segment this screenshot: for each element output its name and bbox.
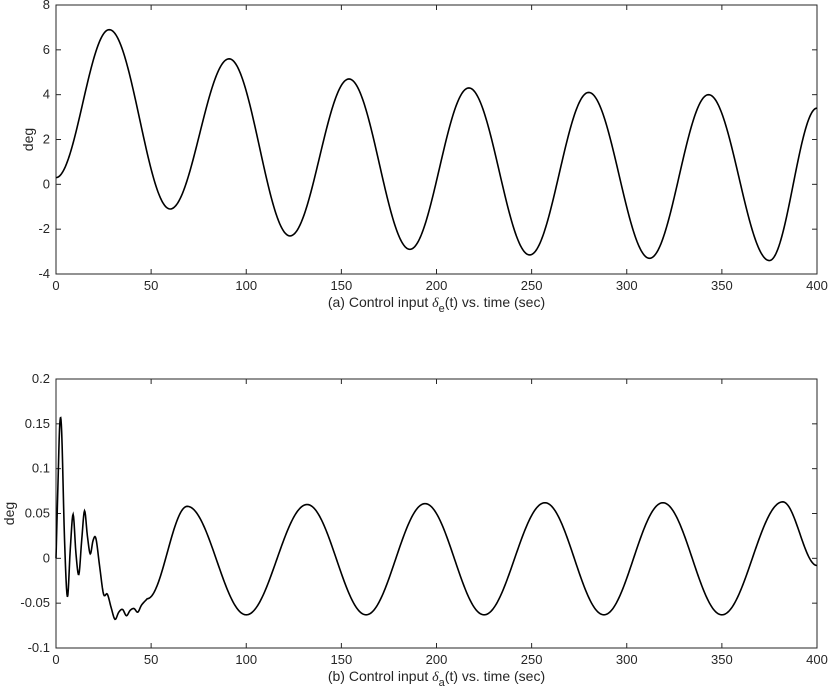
panel-a-ylabel: deg (20, 128, 36, 151)
y-tick-label: 0.15 (25, 416, 50, 431)
panel-b-caption-symbol: δ (432, 670, 439, 685)
panel-b-caption: (b) Control input δa(t) vs. time (sec) (328, 668, 545, 689)
x-tick-label: 350 (711, 278, 733, 293)
x-tick-label: 0 (52, 652, 59, 667)
y-tick-label: 0 (43, 176, 50, 191)
x-tick-label: 0 (52, 278, 59, 293)
panel-a: 0 50 100 150 200 250 300 350 400 -4 -2 0 2 4 6 8 deg (a… (20, 0, 828, 315)
panel-b: 0 50 100 150 200 250 300 350 400 -0.1 -0.05 0 0.05 0.… (1, 371, 828, 689)
panel-a-caption-prefix: (a) Control input (328, 294, 432, 310)
y-tick-label: 6 (43, 42, 50, 57)
y-tick-label: 2 (43, 132, 50, 147)
panel-a-ticks: 0 50 100 150 200 250 300 350 400 -4 -2 0 2 4 6 8 (38, 0, 827, 293)
panel-b-series-line (55, 416, 818, 621)
panel-b-caption-prefix: (b) Control input (328, 668, 432, 684)
y-tick-label: 4 (43, 87, 50, 102)
y-tick-label: -2 (38, 221, 50, 236)
x-tick-label: 50 (144, 278, 158, 293)
x-tick-label: 400 (806, 652, 828, 667)
x-tick-label: 250 (521, 278, 543, 293)
panel-b-ylabel: deg (1, 502, 17, 525)
y-tick-label: 0 (43, 550, 50, 565)
panel-b-ticks: 0 50 100 150 200 250 300 350 400 -0.1 -0.05 0 0.05 0.… (20, 371, 827, 667)
panel-a-series-line (55, 28, 818, 262)
x-tick-label: 50 (144, 652, 158, 667)
y-tick-label: 0.05 (25, 506, 50, 521)
x-tick-label: 400 (806, 278, 828, 293)
x-tick-label: 200 (426, 278, 448, 293)
panel-b-caption-suffix: (t) vs. time (sec) (445, 668, 545, 684)
y-tick-label: 0.1 (32, 461, 50, 476)
x-tick-label: 200 (426, 652, 448, 667)
x-tick-label: 300 (616, 278, 638, 293)
x-tick-label: 300 (616, 652, 638, 667)
y-tick-label: 8 (43, 0, 50, 12)
y-tick-label: -4 (38, 266, 50, 281)
panel-a-caption-symbol: δ (432, 296, 439, 311)
y-tick-label: -0.1 (28, 640, 50, 655)
y-tick-label: 0.2 (32, 371, 50, 386)
panel-a-caption: (a) Control input δe(t) vs. time (sec) (328, 294, 545, 315)
x-tick-label: 350 (711, 652, 733, 667)
x-tick-label: 100 (235, 652, 257, 667)
x-tick-label: 150 (331, 652, 353, 667)
panel-a-caption-subscript: e (439, 303, 445, 315)
panel-a-axes-frame (55, 4, 818, 275)
panel-b-caption-subscript: a (439, 677, 446, 689)
x-tick-label: 250 (521, 652, 543, 667)
panel-a-caption-suffix: (t) vs. time (sec) (445, 294, 545, 310)
y-tick-label: -0.05 (20, 595, 50, 610)
x-tick-label: 150 (331, 278, 353, 293)
x-tick-label: 100 (235, 278, 257, 293)
